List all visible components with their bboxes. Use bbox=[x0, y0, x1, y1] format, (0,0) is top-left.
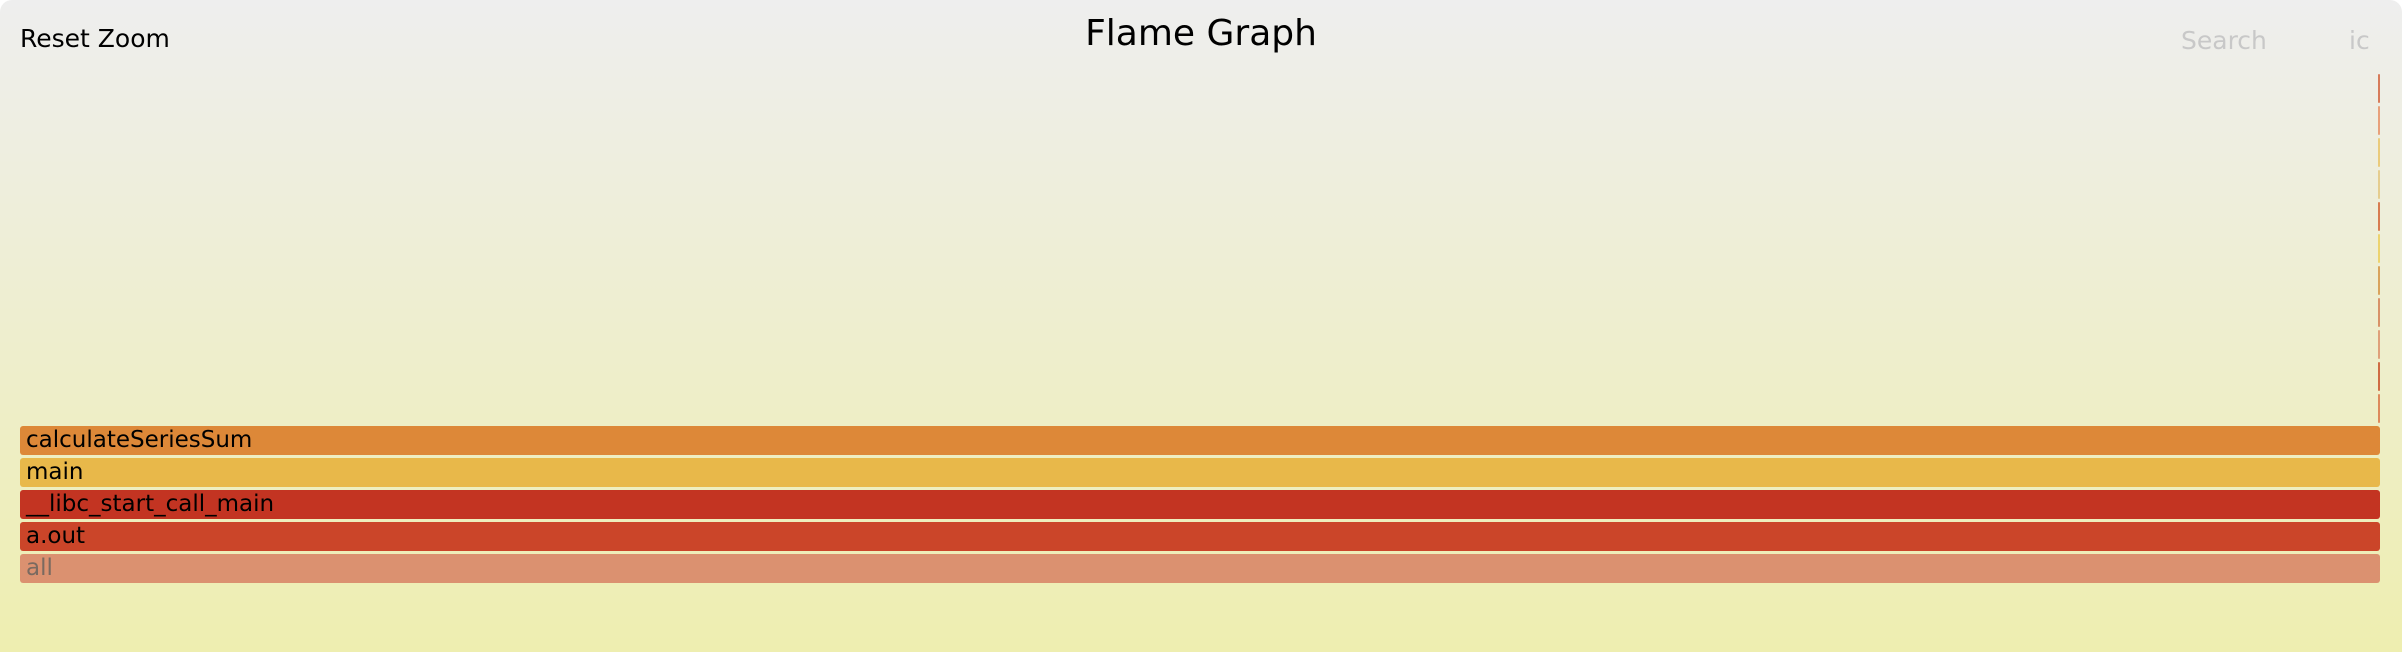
reset-zoom-button[interactable]: Reset Zoom bbox=[20, 24, 170, 53]
frame-sliver[interactable] bbox=[2378, 202, 2380, 231]
frame-libc-start-call-main[interactable]: __libc_start_call_main bbox=[20, 490, 2380, 519]
frame-sliver[interactable] bbox=[2378, 106, 2380, 135]
frame-sliver[interactable] bbox=[2378, 234, 2380, 263]
frame-sliver[interactable] bbox=[2378, 266, 2380, 295]
frame-sliver[interactable] bbox=[2378, 330, 2380, 359]
page-title: Flame Graph bbox=[1085, 13, 1317, 54]
frame-all[interactable]: all bbox=[20, 554, 2380, 583]
frame-sliver[interactable] bbox=[2378, 74, 2380, 103]
frame-calculateseriessum[interactable]: calculateSeriesSum bbox=[20, 426, 2380, 455]
frame-sliver[interactable] bbox=[2378, 170, 2380, 199]
frame-sliver[interactable] bbox=[2378, 394, 2380, 423]
frame-main[interactable]: main bbox=[20, 458, 2380, 487]
frame-a-out[interactable]: a.out bbox=[20, 522, 2380, 551]
frame-sliver[interactable] bbox=[2378, 362, 2380, 391]
ignore-case-toggle[interactable]: ic bbox=[2349, 26, 2370, 55]
frame-sliver[interactable] bbox=[2378, 138, 2380, 167]
frame-sliver[interactable] bbox=[2378, 298, 2380, 327]
search-button[interactable]: Search bbox=[2181, 26, 2267, 55]
